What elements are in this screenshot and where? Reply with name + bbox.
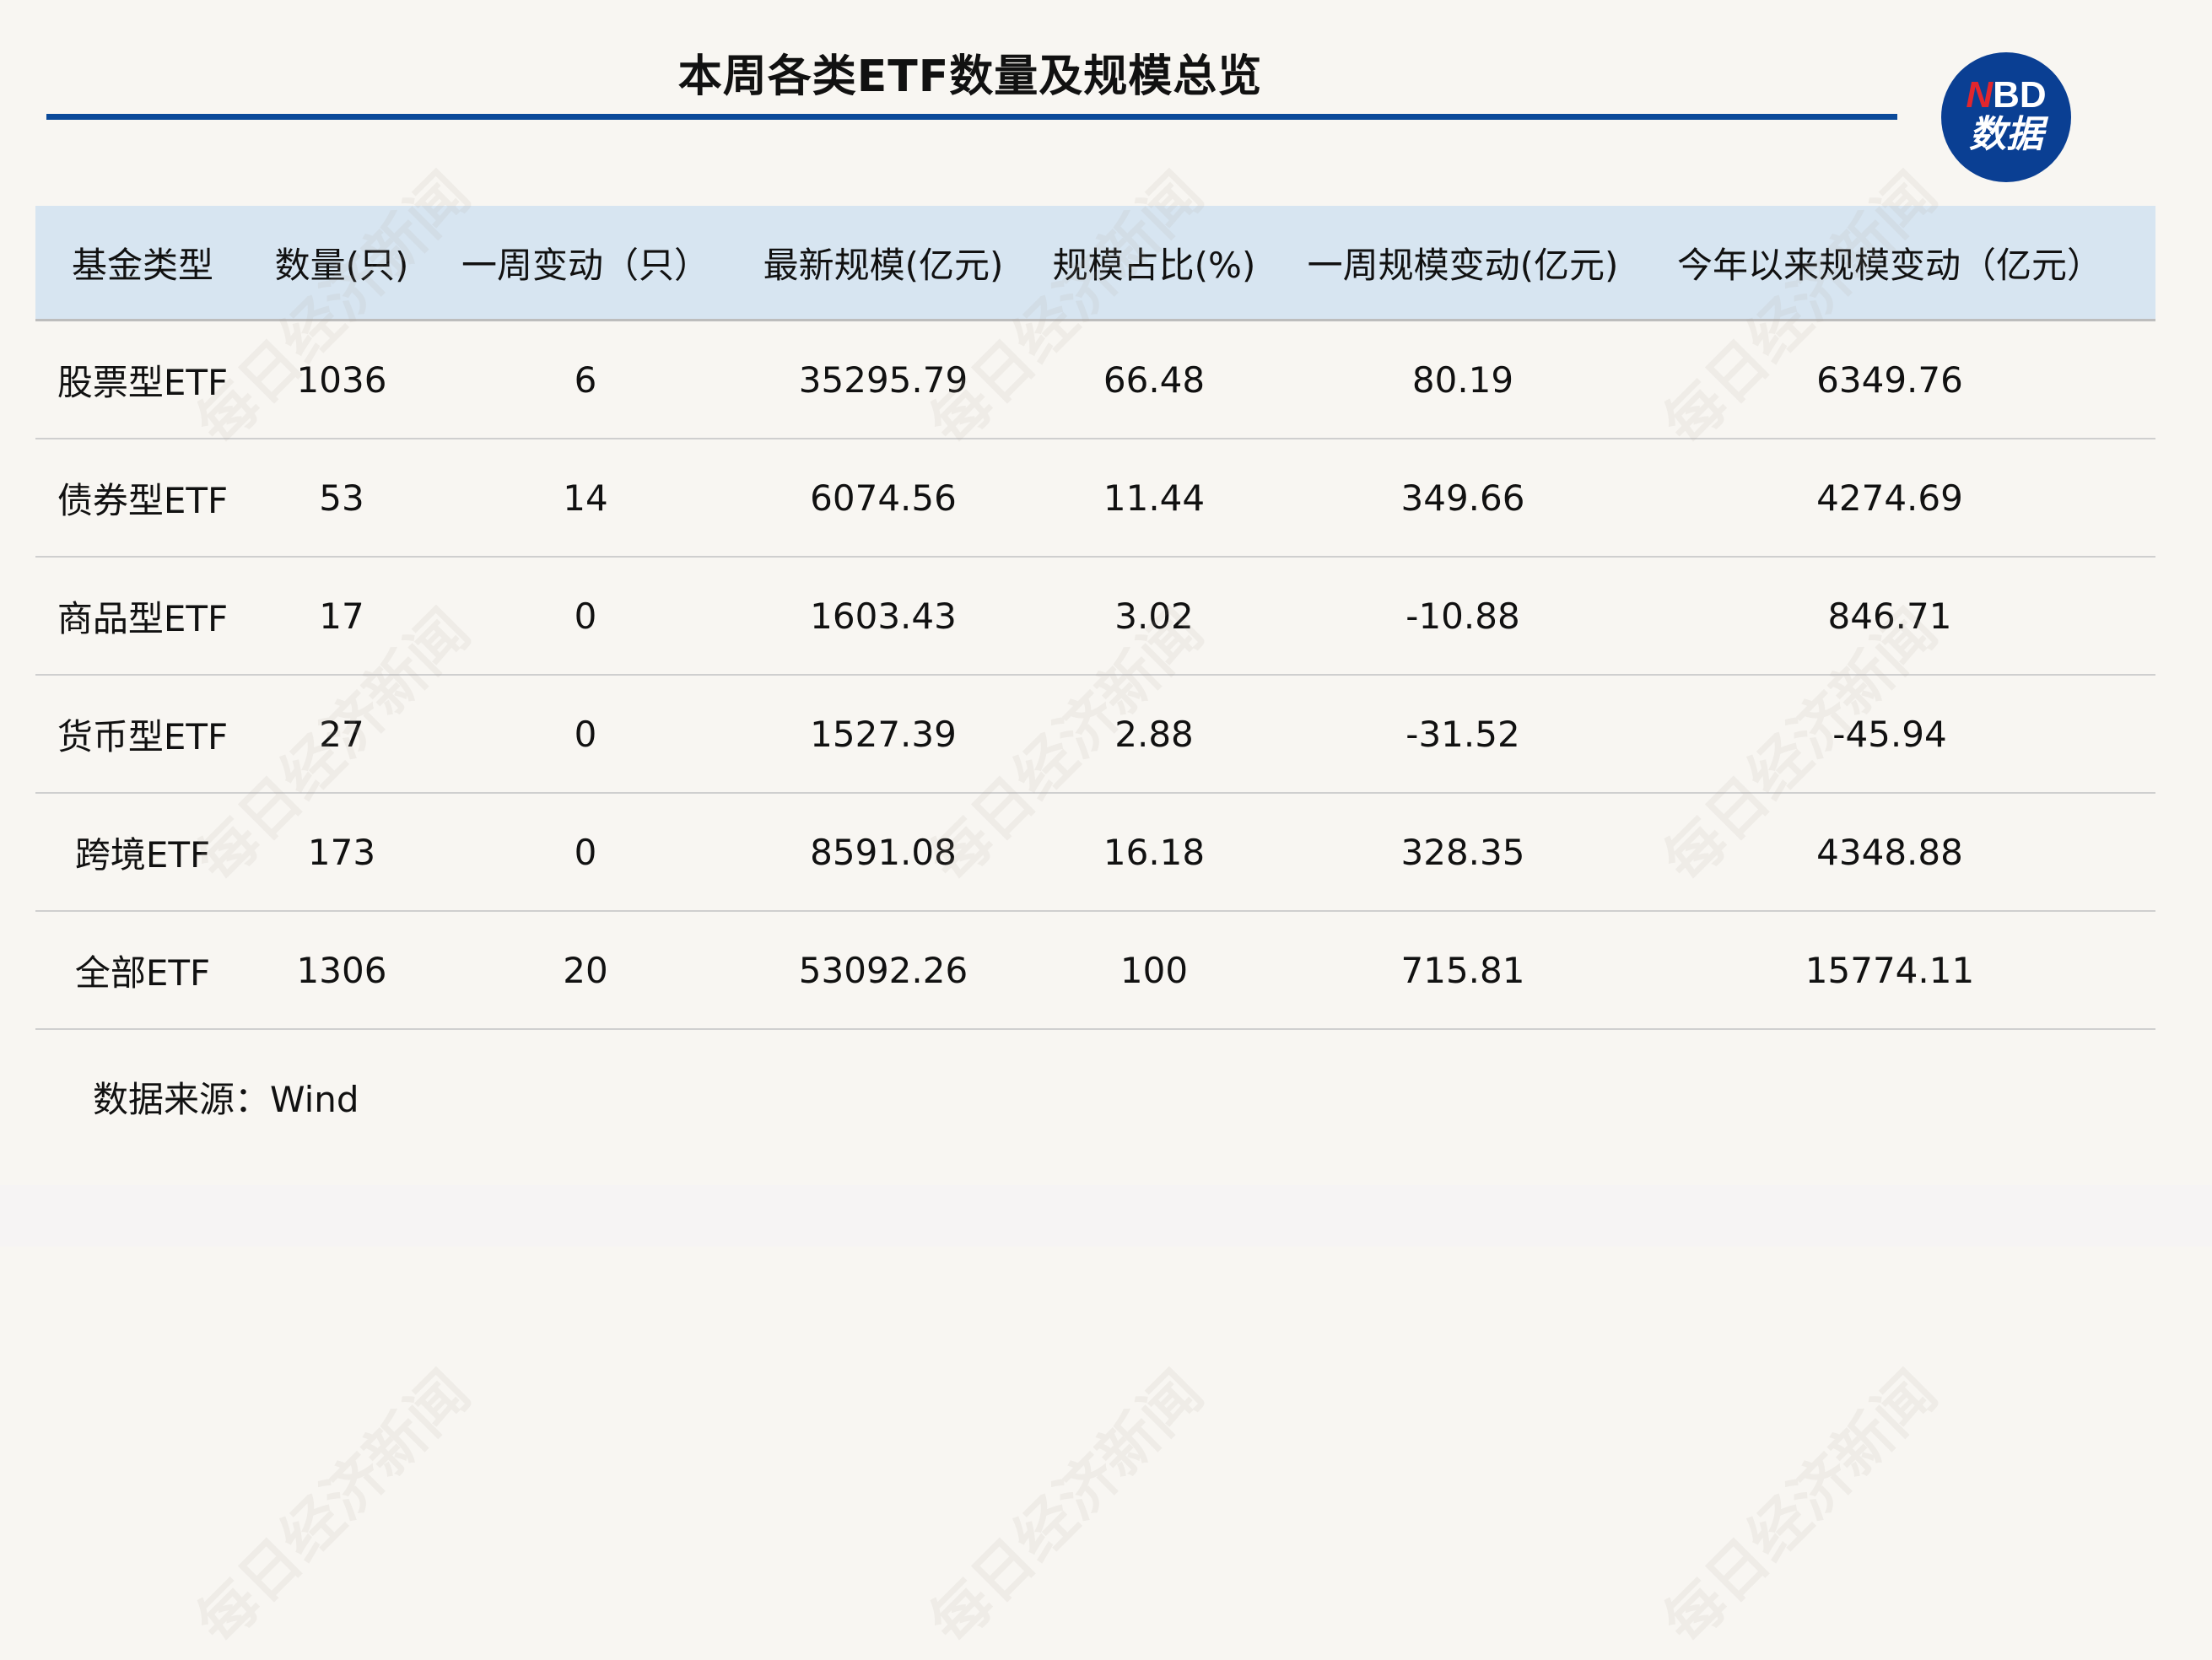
header-row: 基金类型 数量(只) 一周变动（只） 最新规模(亿元) 规模占比(%) 一周规模变动(亿元… [35, 206, 2155, 321]
table-cell: 11.44 [1103, 477, 1206, 519]
table-row: 全部ETF 1306 20 53092.26 100 715.81 15774.11 [35, 912, 2155, 1030]
table-cell: 328.35 [1400, 831, 1525, 873]
table-row: 货币型ETF 27 0 1527.39 2.88 -31.52 -45.94 [35, 676, 2155, 794]
column-header: 一周变动（只） [461, 244, 710, 286]
table-cell: 4348.88 [1816, 831, 1963, 873]
table-cell: 53 [319, 477, 364, 519]
table-cell: 全部ETF [74, 951, 211, 994]
table-cell: 6349.76 [1816, 358, 1963, 401]
title-underline [46, 114, 1897, 120]
watermark: 每日经济新闻 [1650, 1357, 1950, 1657]
table-cell: 1036 [296, 358, 387, 401]
table-cell: 349.66 [1400, 477, 1525, 519]
table-cell: -31.52 [1405, 713, 1520, 755]
etf-table: 基金类型 数量(只) 一周变动（只） 最新规模(亿元) 规模占比(%) 一周规模变动(亿元… [35, 206, 2155, 1030]
column-header: 一周规模变动(亿元) [1307, 244, 1619, 286]
table-cell: 715.81 [1400, 949, 1525, 991]
table-cell: 股票型ETF [57, 361, 229, 403]
table-row: 商品型ETF 17 0 1603.43 3.02 -10.88 846.71 [35, 558, 2155, 676]
table-cell: 6074.56 [810, 477, 957, 519]
table-cell: 20 [563, 949, 608, 991]
nbd-logo: NBD 数据 [1941, 52, 2071, 182]
table-cell: 1306 [296, 949, 387, 991]
table-cell: 100 [1119, 949, 1189, 991]
table-cell: 跨境ETF [74, 833, 211, 876]
column-header: 最新规模(亿元) [763, 244, 1004, 286]
table-cell: 商品型ETF [57, 597, 229, 639]
table-cell: 4274.69 [1816, 477, 1963, 519]
data-source: 数据来源：Wind [93, 1079, 359, 1120]
table-cell: 173 [307, 831, 376, 873]
column-header: 基金类型 [71, 244, 214, 286]
table-cell: 0 [574, 831, 597, 873]
column-header: 规模占比(%) [1052, 244, 1256, 286]
table-cell: 0 [574, 595, 597, 637]
table-cell: 846.71 [1827, 595, 1952, 637]
table-cell: 1603.43 [810, 595, 957, 637]
page-title: 本周各类ETF数量及规模总览 [677, 51, 1263, 102]
table-cell: 17 [319, 595, 364, 637]
watermark: 每日经济新闻 [183, 1357, 483, 1657]
table-cell: 16.18 [1103, 831, 1206, 873]
table-cell: 货币型ETF [57, 715, 229, 757]
table-cell: 8591.08 [810, 831, 957, 873]
table-cell: 6 [574, 358, 597, 401]
watermark: 每日经济新闻 [916, 1357, 1217, 1657]
table-row: 跨境ETF 173 0 8591.08 16.18 328.35 4348.88 [35, 794, 2155, 912]
table-cell: 53092.26 [798, 949, 968, 991]
table-cell: 27 [319, 713, 364, 755]
table-row: 债券型ETF 53 14 6074.56 11.44 349.66 4274.69 [35, 439, 2155, 558]
table-cell: 2.88 [1114, 713, 1194, 755]
table-cell: 15774.11 [1805, 949, 1975, 991]
table-cell: 35295.79 [798, 358, 968, 401]
bottom-band [0, 1185, 2212, 1247]
table-cell: 80.19 [1411, 358, 1514, 401]
column-header: 数量(只) [274, 244, 409, 286]
table-cell: -10.88 [1405, 595, 1520, 637]
table-cell: 3.02 [1114, 595, 1194, 637]
table-cell: 1527.39 [810, 713, 957, 755]
table-cell: 0 [574, 713, 597, 755]
table-row: 股票型ETF 1036 6 35295.79 66.48 80.19 6349.76 [35, 321, 2155, 439]
column-header: 今年以来规模变动（亿元） [1676, 244, 2103, 286]
table-cell: 14 [563, 477, 608, 519]
table-cell: 66.48 [1103, 358, 1206, 401]
table-cell: -45.94 [1832, 713, 1947, 755]
table-cell: 债券型ETF [57, 479, 229, 521]
